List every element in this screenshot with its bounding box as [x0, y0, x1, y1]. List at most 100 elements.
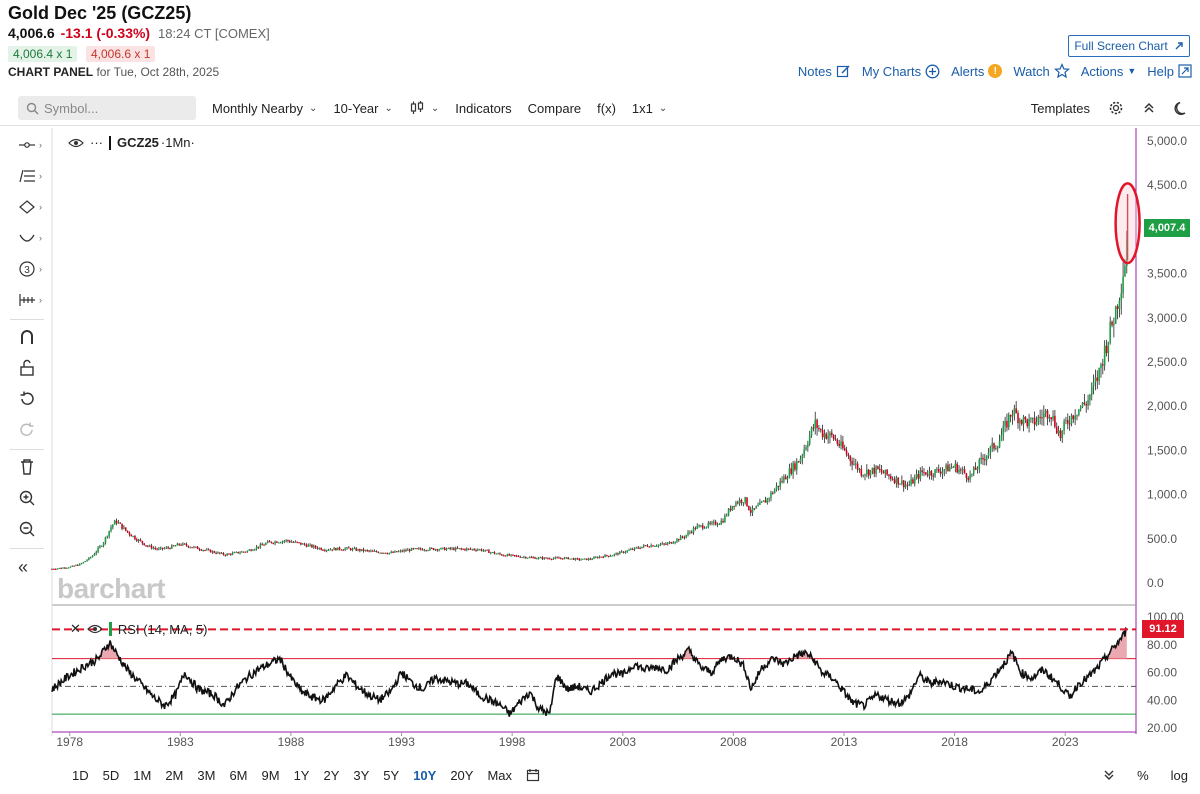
candle-body [628, 549, 630, 551]
chart-area[interactable]: 5,000.04,500.04,000.03,500.03,000.02,500… [0, 128, 1200, 758]
legend-symbol: GCZ25 [117, 135, 159, 150]
curve-tool[interactable]: › [18, 227, 48, 249]
range-button-1d[interactable]: 1D [72, 767, 89, 783]
candle-body [148, 545, 151, 547]
range-button-20y[interactable]: 20Y [450, 767, 474, 783]
candle-body [1002, 426, 1005, 436]
candle-body [355, 548, 357, 551]
actions-menu[interactable]: Actions ▼ [1081, 63, 1137, 79]
range-button-1m[interactable]: 1M [133, 767, 152, 783]
candle-body [364, 550, 367, 552]
dark-mode-icon[interactable] [1174, 100, 1190, 116]
watch-link[interactable]: Watch [1013, 63, 1070, 79]
candle-body [878, 468, 881, 470]
percent-toggle[interactable]: % [1137, 767, 1149, 783]
candle-body [574, 558, 577, 560]
help-link[interactable]: Help [1147, 63, 1192, 79]
range-button-2y[interactable]: 2Y [323, 767, 340, 783]
numbered-circle-icon: 3 [19, 261, 35, 277]
eye-icon[interactable] [87, 623, 103, 635]
zoom-in-button[interactable] [18, 487, 48, 509]
candle-body [370, 550, 372, 552]
fib-tool[interactable]: › [18, 165, 48, 187]
redo-button[interactable] [18, 419, 48, 441]
templates-button[interactable]: Templates [1030, 100, 1090, 116]
range-button-2m[interactable]: 2M [165, 767, 184, 783]
candle-body [453, 548, 455, 551]
header: Gold Dec '25 (GCZ25) 4,006.6 -13.1 (-0.3… [0, 0, 1200, 90]
candle-body [897, 477, 899, 485]
undo-button[interactable] [18, 388, 48, 410]
trend-line-tool[interactable]: › [18, 134, 48, 156]
more-icon[interactable]: ··· [90, 135, 103, 150]
rsi-tick-label: 80.00 [1147, 638, 1177, 652]
candle-body [1125, 240, 1128, 267]
candle-body [78, 563, 81, 566]
my-charts-link[interactable]: My Charts [862, 63, 940, 79]
full-screen-chart-button[interactable]: Full Screen Chart [1068, 35, 1190, 57]
fx-button[interactable]: f(x) [597, 101, 616, 116]
log-toggle[interactable]: log [1170, 767, 1188, 783]
candle-body [967, 477, 970, 480]
price-candles [51, 194, 1129, 570]
candle-body [187, 545, 190, 548]
candle-body [886, 469, 888, 475]
range-button-3y[interactable]: 3Y [353, 767, 370, 783]
candle-body [75, 564, 77, 566]
candle-body [633, 547, 636, 550]
indicators-button[interactable]: Indicators [455, 101, 511, 116]
compare-button[interactable]: Compare [528, 101, 581, 116]
zoom-out-button[interactable] [18, 518, 48, 540]
notes-link[interactable]: Notes [798, 63, 851, 79]
shape-tool[interactable]: › [18, 196, 48, 218]
candle-body [261, 544, 263, 546]
range-button-max[interactable]: Max [487, 767, 513, 783]
count-tool[interactable]: 3 › [18, 258, 48, 280]
collapse-toolbar-button[interactable]: « [18, 556, 48, 578]
range-button-6m[interactable]: 6M [229, 767, 248, 783]
gear-icon[interactable] [1108, 100, 1124, 116]
candle-body [552, 558, 555, 560]
candle-body [523, 556, 525, 558]
candle-body [489, 552, 492, 554]
candle-body [526, 557, 529, 559]
candle-body [394, 551, 396, 553]
candle-body [980, 457, 982, 460]
lock-button[interactable] [18, 357, 48, 379]
candle-body [958, 469, 960, 473]
symbol-search-input[interactable]: Symbol... [18, 96, 196, 120]
period-dropdown[interactable]: Monthly Nearby ⌄ [212, 101, 317, 116]
candle-body [274, 541, 276, 544]
layout-dropdown[interactable]: 1x1 ⌄ [632, 101, 667, 116]
calendar-icon[interactable] [526, 768, 540, 782]
range-button-5y[interactable]: 5Y [383, 767, 400, 783]
close-icon[interactable]: ✕ [70, 621, 81, 636]
alerts-link[interactable]: Alerts ! [951, 63, 1003, 79]
candle-body [598, 556, 601, 558]
range-button-9m[interactable]: 9M [261, 767, 280, 783]
delete-button[interactable] [18, 456, 48, 478]
candle-body [1107, 341, 1110, 354]
double-chevron-down-icon[interactable] [1103, 769, 1115, 781]
range-button-5d[interactable]: 5D [102, 767, 120, 783]
range-button-1y[interactable]: 1Y [293, 767, 310, 783]
collapse-icon[interactable] [1142, 101, 1156, 115]
candle-body [1019, 420, 1021, 424]
series-marker [109, 135, 111, 150]
range-button-10y[interactable]: 10Y [413, 767, 437, 783]
candle-body [709, 522, 711, 524]
candle-body [401, 550, 404, 552]
candle-body [397, 551, 400, 553]
candle-body [1035, 421, 1038, 425]
candle-body [711, 522, 713, 524]
eye-icon[interactable] [68, 137, 84, 149]
candle-body [729, 508, 732, 511]
candle-body [292, 541, 295, 543]
candle-body [1109, 321, 1111, 342]
chart-type-dropdown[interactable]: ⌄ [409, 100, 439, 116]
measure-tool[interactable]: › [18, 289, 48, 311]
range-button-3m[interactable]: 3M [197, 767, 216, 783]
range-dropdown[interactable]: 10-Year ⌄ [333, 101, 392, 116]
magnet-button[interactable] [18, 326, 48, 348]
candle-body [1004, 420, 1006, 427]
